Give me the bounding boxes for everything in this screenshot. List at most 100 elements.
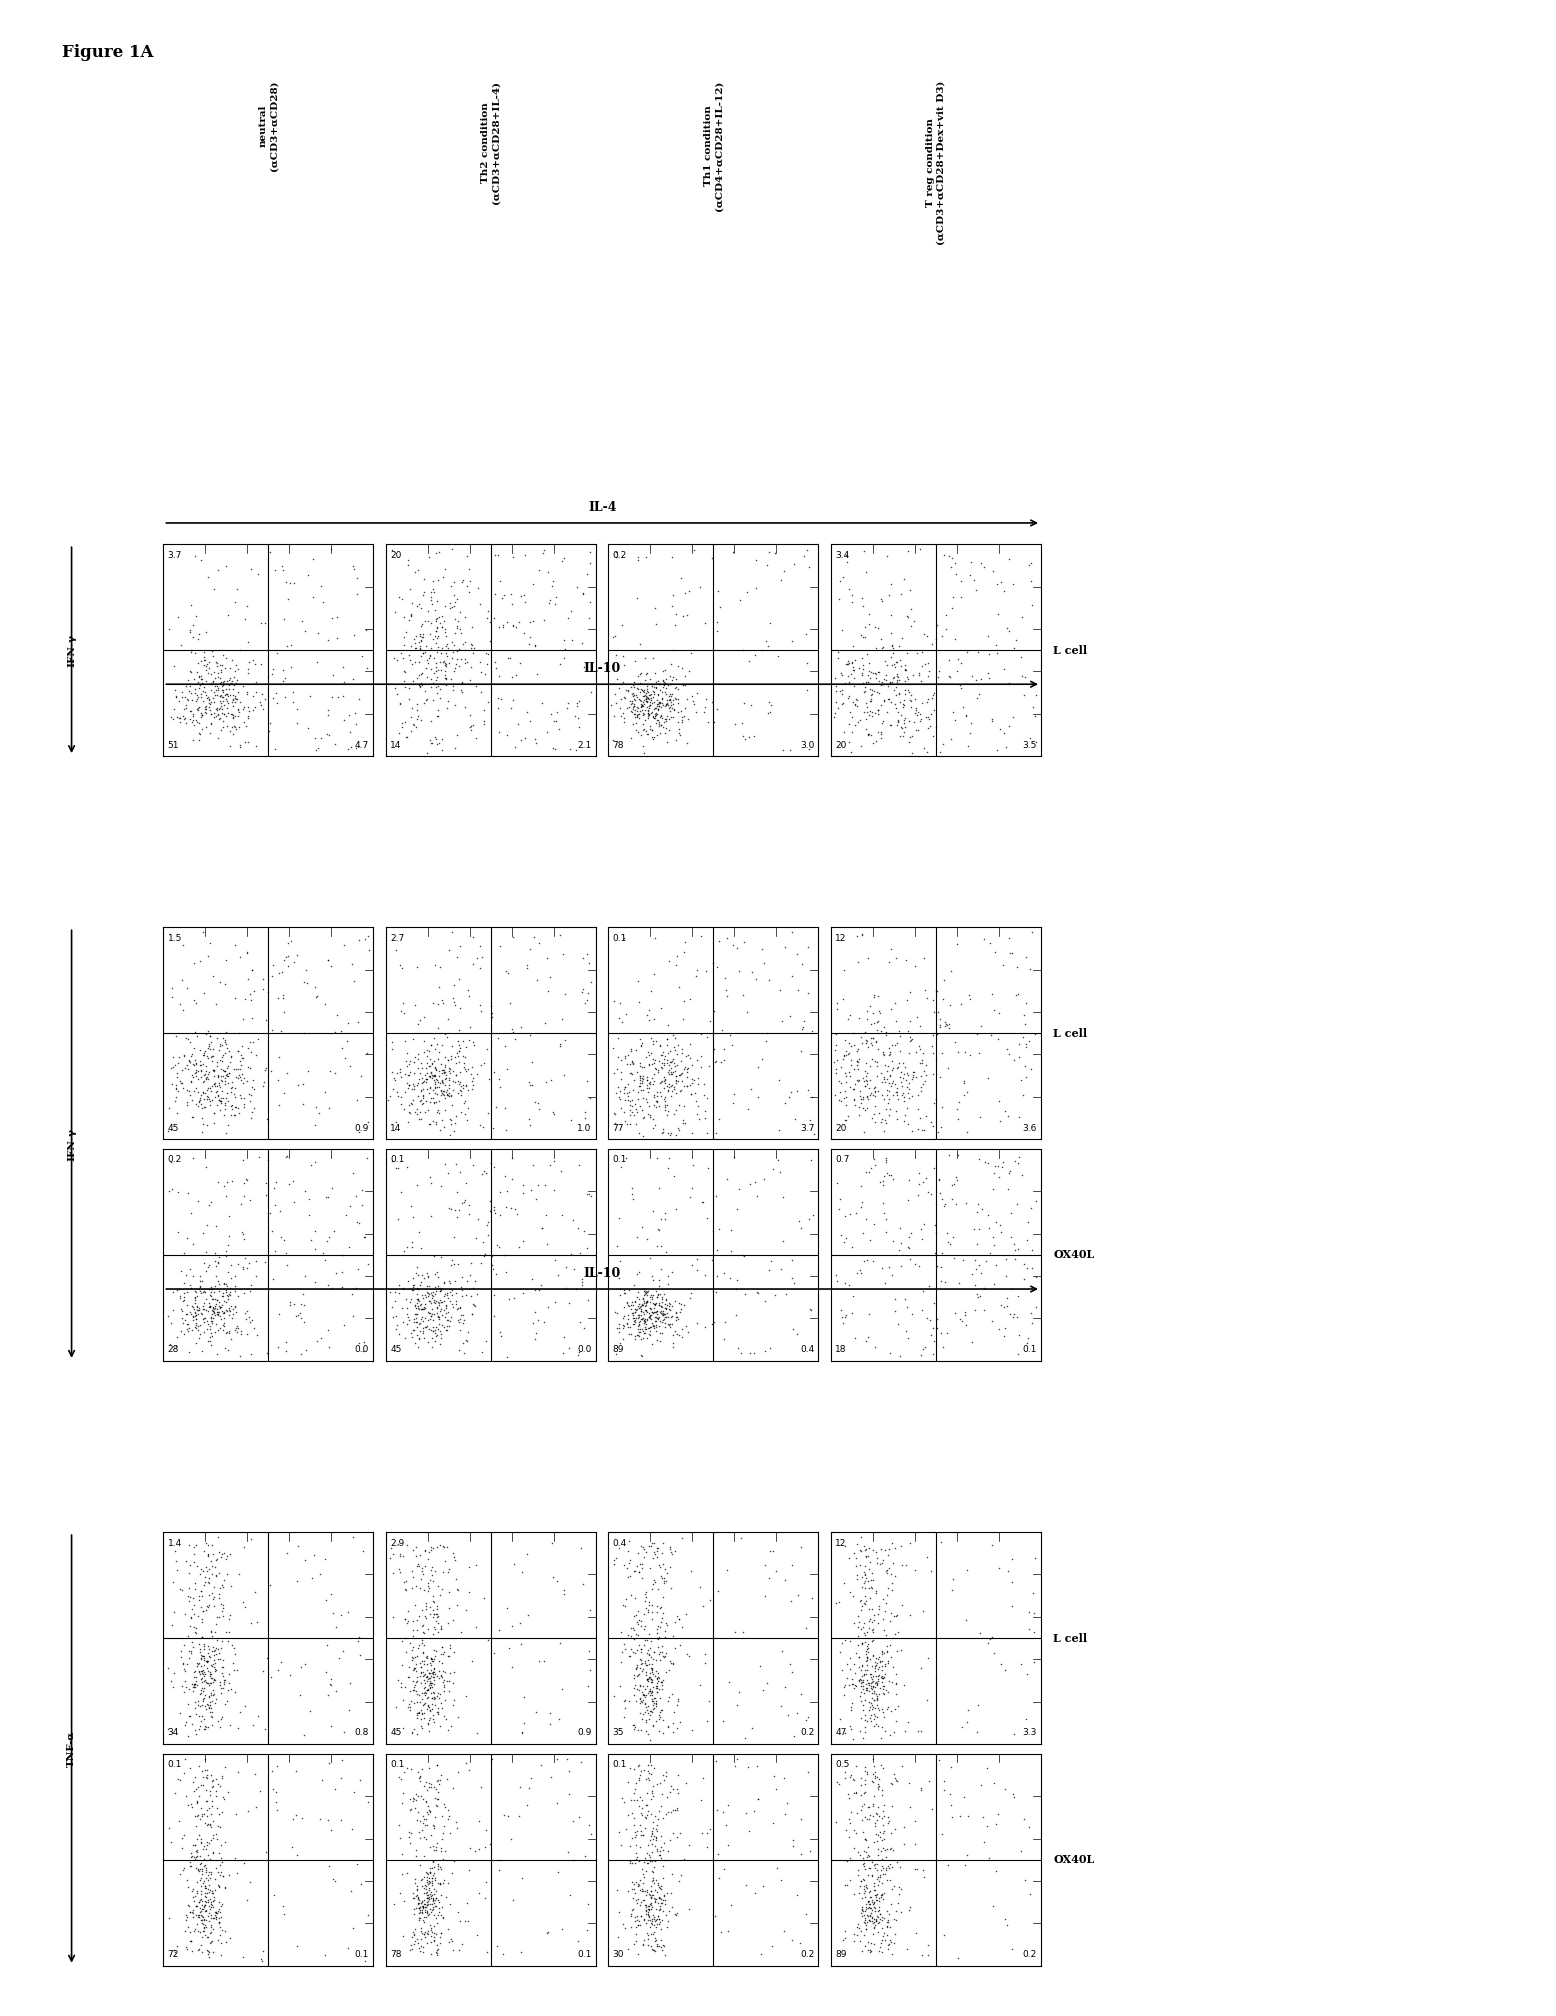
Point	[655, 1070, 680, 1103]
Point	[616, 1298, 641, 1331]
Point	[510, 1556, 535, 1589]
Point	[286, 1530, 311, 1562]
Point	[176, 1911, 201, 1943]
Point	[412, 1697, 437, 1730]
Point	[661, 1046, 686, 1079]
Text: 2.7: 2.7	[391, 933, 405, 943]
Point	[221, 1099, 246, 1131]
Point	[409, 1052, 434, 1085]
Point	[412, 1687, 437, 1720]
Point	[215, 665, 240, 698]
Point	[254, 1167, 279, 1200]
Point	[395, 548, 420, 581]
Point	[194, 1210, 219, 1242]
Point	[661, 1159, 686, 1191]
Point	[180, 1792, 205, 1824]
Point	[837, 665, 862, 698]
Point	[969, 663, 994, 696]
Point	[641, 1806, 666, 1839]
Point	[207, 1893, 232, 1925]
Point	[857, 609, 882, 641]
Text: 2.9: 2.9	[391, 1538, 405, 1548]
Point	[457, 1280, 482, 1312]
Point	[649, 1046, 674, 1079]
Point	[853, 1764, 878, 1796]
Point	[674, 599, 699, 631]
Point	[415, 1689, 440, 1722]
Point	[431, 988, 456, 1020]
Point	[499, 589, 524, 621]
Point	[1019, 564, 1044, 597]
Point	[299, 1562, 324, 1595]
Point	[937, 540, 962, 573]
Point	[198, 1905, 223, 1937]
Point	[212, 1750, 237, 1782]
Point	[293, 1544, 317, 1577]
Point	[626, 1276, 650, 1308]
Point	[658, 700, 683, 732]
Point	[629, 1294, 654, 1327]
Point	[392, 1671, 417, 1704]
Point	[207, 1572, 232, 1605]
Point	[842, 1814, 867, 1847]
Point	[630, 1288, 655, 1320]
Point	[204, 1683, 229, 1716]
Point	[613, 1683, 638, 1716]
Point	[168, 629, 193, 661]
Point	[829, 1050, 854, 1083]
Point	[864, 661, 888, 694]
Point	[621, 1296, 646, 1329]
Point	[180, 1881, 205, 1913]
Point	[549, 1004, 574, 1036]
Point	[384, 1300, 409, 1333]
Point	[450, 564, 475, 597]
Point	[174, 1089, 199, 1121]
Point	[633, 1889, 658, 1921]
Point	[966, 1143, 991, 1175]
Point	[636, 1300, 661, 1333]
Point	[1008, 641, 1033, 673]
Point	[436, 1062, 461, 1095]
Point	[862, 1750, 887, 1782]
Point	[882, 673, 907, 706]
Point	[179, 1272, 204, 1304]
Point	[185, 1915, 210, 1947]
Point	[450, 1097, 475, 1129]
Point	[636, 1829, 661, 1861]
Point	[448, 673, 473, 706]
Point	[341, 1157, 366, 1189]
Point	[251, 1655, 275, 1687]
Point	[403, 1589, 428, 1621]
Point	[873, 1105, 898, 1137]
Point	[439, 591, 464, 623]
Point	[756, 1562, 781, 1595]
Point	[610, 665, 635, 698]
Point	[652, 667, 677, 700]
Point	[624, 1318, 649, 1351]
Point	[850, 1762, 874, 1794]
Point	[412, 635, 437, 667]
Point	[702, 1306, 727, 1339]
Point	[531, 536, 555, 569]
Point	[193, 1679, 218, 1712]
Point	[635, 1302, 660, 1335]
Point	[654, 1655, 678, 1687]
Point	[633, 1879, 658, 1911]
Point	[874, 1693, 899, 1726]
Point	[655, 1099, 680, 1131]
Point	[204, 1851, 229, 1883]
Point	[856, 1030, 881, 1062]
Point	[657, 1290, 682, 1322]
Point	[870, 1661, 895, 1693]
Point	[429, 1647, 454, 1679]
Point	[977, 1238, 1002, 1270]
Point	[409, 669, 434, 702]
Point	[442, 617, 467, 649]
Point	[548, 919, 573, 952]
Point	[940, 593, 965, 625]
Point	[668, 1706, 692, 1738]
Point	[848, 1679, 873, 1712]
Point	[859, 1673, 884, 1706]
Point	[548, 1028, 573, 1060]
Point	[748, 633, 773, 665]
